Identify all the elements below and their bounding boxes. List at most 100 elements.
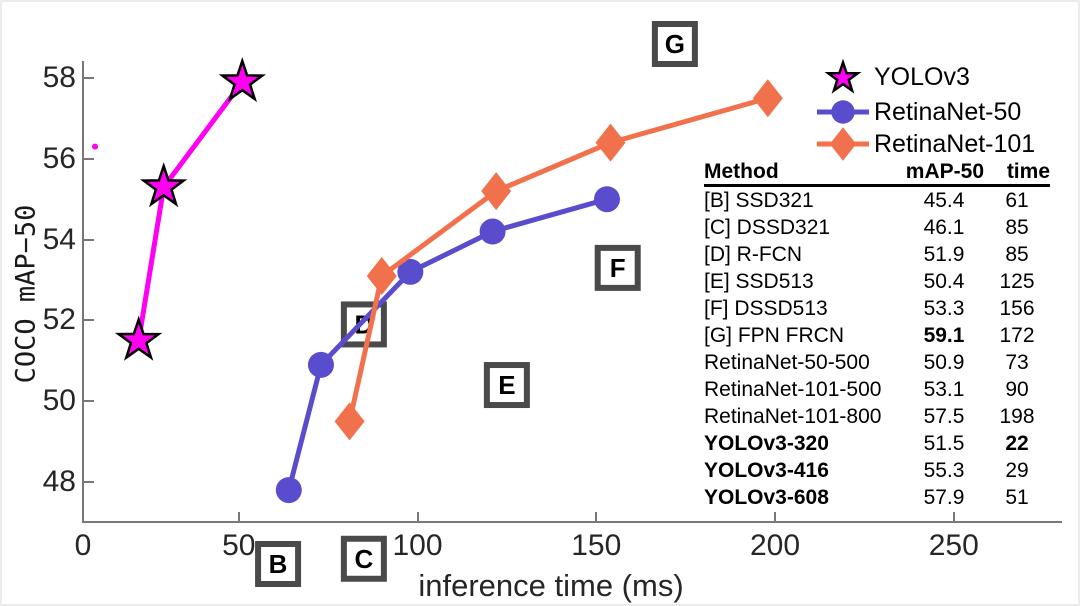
table-row: YOLOv3-608 57.9 51 bbox=[704, 484, 1050, 511]
cell-method: [B] SSD321 bbox=[704, 189, 814, 212]
x-tick-label: 250 bbox=[928, 529, 979, 562]
table-row: RetinaNet-50-500 50.9 73 bbox=[704, 349, 1050, 376]
cell-map50: 53.1 bbox=[923, 378, 965, 401]
x-tick bbox=[774, 512, 776, 523]
cell-method: [C] DSSD321 bbox=[704, 216, 831, 239]
cell-time: 73 bbox=[1005, 351, 1029, 374]
circle-marker bbox=[593, 186, 620, 213]
cell-map50: 46.1 bbox=[923, 216, 965, 239]
letter-box-D bbox=[340, 301, 387, 348]
y-tick-label: 48 bbox=[42, 465, 76, 498]
x-tick-label: 200 bbox=[749, 529, 801, 562]
cell-time: 156 bbox=[999, 297, 1035, 320]
cell-time: 85 bbox=[1005, 243, 1029, 266]
cell-time: 22 bbox=[1005, 432, 1029, 455]
table-row: [B] SSD321 45.4 61 bbox=[704, 187, 1050, 214]
table-row: [F] DSSD513 53.3 156 bbox=[704, 295, 1050, 322]
table-row: [E] SSD513 50.4 125 bbox=[704, 268, 1050, 295]
diamond-marker bbox=[334, 402, 365, 441]
table-row: YOLOv3-416 55.3 29 bbox=[704, 457, 1050, 484]
y-tick bbox=[84, 481, 94, 483]
cell-map50: 53.3 bbox=[923, 297, 965, 320]
cell-map50: 45.4 bbox=[923, 189, 965, 212]
diamond-marker bbox=[752, 79, 783, 118]
x-tick bbox=[416, 512, 419, 523]
table-row: [C] DSSD321 46.1 85 bbox=[704, 214, 1050, 241]
star-marker bbox=[218, 57, 267, 103]
letter-box-F bbox=[594, 244, 641, 291]
x-tick-label: 150 bbox=[571, 529, 622, 562]
cell-map50: 50.9 bbox=[923, 351, 965, 374]
cell-map50: 51.5 bbox=[923, 432, 965, 455]
cell-time: 29 bbox=[1005, 459, 1029, 482]
legend-label-yolov3: YOLOv3 bbox=[874, 63, 970, 91]
cell-method: [D] R-FCN bbox=[704, 243, 802, 266]
circle-marker bbox=[275, 477, 302, 504]
x-tick-label: 50 bbox=[222, 529, 256, 562]
header-map50: mAP-50 bbox=[905, 160, 984, 183]
cell-method: [G] FPN FRCN bbox=[704, 324, 844, 347]
table-row: RetinaNet-101-800 57.5 198 bbox=[704, 403, 1050, 430]
x-tick-label: 100 bbox=[392, 529, 443, 562]
cell-time: 85 bbox=[1005, 216, 1029, 239]
cell-time: 125 bbox=[999, 270, 1035, 293]
diamond-marker bbox=[481, 172, 512, 211]
x-axis-spine bbox=[82, 521, 1062, 523]
cell-time: 51 bbox=[1005, 486, 1029, 509]
table-row: RetinaNet-101-500 53.1 90 bbox=[704, 376, 1050, 403]
star-marker bbox=[824, 58, 862, 94]
cell-method: YOLOv3-416 bbox=[704, 459, 829, 482]
diamond-marker bbox=[829, 127, 857, 161]
y-axis-spine bbox=[82, 61, 84, 523]
cell-map50: 59.1 bbox=[923, 324, 965, 347]
cell-time: 198 bbox=[999, 405, 1035, 428]
cell-method: [F] DSSD513 bbox=[704, 297, 828, 320]
y-tick bbox=[84, 400, 94, 403]
x-axis-label: inference time (ms) bbox=[418, 568, 684, 603]
diamond-marker bbox=[595, 123, 626, 162]
cell-time: 172 bbox=[999, 324, 1035, 347]
letter-box-label-C: C bbox=[354, 544, 373, 574]
table-row: YOLOv3-320 51.5 22 bbox=[704, 430, 1050, 457]
circle-marker bbox=[307, 351, 334, 378]
letter-box-E bbox=[483, 362, 530, 409]
results-table: Method mAP-50 time [B] SSD321 45.4 61 [C] D… bbox=[704, 160, 1050, 511]
y-tick-label: 58 bbox=[42, 61, 76, 94]
cell-method: RetinaNet-101-800 bbox=[704, 405, 882, 428]
cell-map50: 57.9 bbox=[923, 486, 965, 509]
y-axis-label: COCO mAP−50 bbox=[10, 204, 42, 384]
circle-marker bbox=[479, 218, 506, 245]
table-row: [D] R-FCN 51.9 85 bbox=[704, 241, 1050, 268]
header-time: time bbox=[1006, 160, 1050, 183]
x-tick bbox=[952, 512, 955, 523]
y-tick-label: 52 bbox=[42, 303, 76, 337]
y-tick-label: 50 bbox=[42, 384, 76, 418]
diamond-marker bbox=[366, 256, 397, 295]
cell-method: RetinaNet-101-500 bbox=[704, 378, 882, 401]
cell-time: 90 bbox=[1005, 378, 1029, 401]
y-tick-label: 56 bbox=[42, 141, 76, 175]
letter-box-label-E: E bbox=[498, 370, 515, 400]
star-marker bbox=[114, 315, 163, 361]
stray-dot-artifact bbox=[92, 143, 99, 150]
legend-label-retinanet-101: RetinaNet-101 bbox=[874, 130, 1036, 158]
letter-box-label-G: G bbox=[665, 29, 685, 59]
results-table-header: Method mAP-50 time bbox=[704, 160, 1050, 187]
circle-marker bbox=[397, 258, 424, 285]
legend-label-retinanet-50: RetinaNet-50 bbox=[874, 98, 1022, 126]
letter-box-G bbox=[651, 21, 698, 67]
series-line-YOLOv3 bbox=[136, 79, 245, 344]
table-rows: [B] SSD321 45.4 61 [C] DSSD321 46.1 85 [D] R-F… bbox=[704, 187, 1050, 511]
x-tick bbox=[595, 512, 598, 523]
cell-map50: 51.9 bbox=[923, 243, 965, 266]
circle-marker bbox=[831, 100, 855, 124]
y-tick bbox=[84, 77, 94, 79]
cell-map50: 55.3 bbox=[923, 459, 965, 482]
cell-method: RetinaNet-50-500 bbox=[704, 351, 870, 374]
cell-map50: 57.5 bbox=[923, 405, 965, 428]
x-tick-label: 0 bbox=[74, 529, 92, 562]
cell-method: [E] SSD513 bbox=[704, 270, 814, 293]
y-tick bbox=[84, 238, 94, 241]
y-tick-label: 54 bbox=[42, 222, 76, 256]
